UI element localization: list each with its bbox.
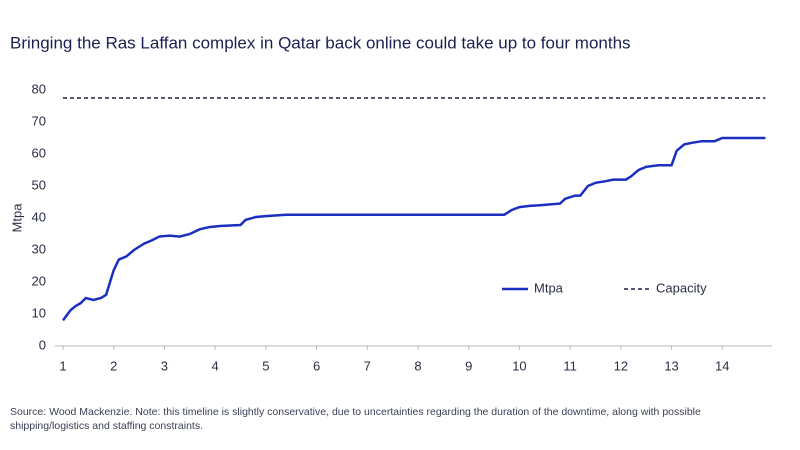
x-tick-label: 11 <box>563 358 577 373</box>
y-tick-label: 60 <box>32 145 46 160</box>
y-tick-label: 30 <box>32 241 46 256</box>
y-axis-label: Mtpa <box>9 203 24 233</box>
y-tick-label: 50 <box>32 177 46 192</box>
x-tick-label: 14 <box>715 358 729 373</box>
x-tick-label: 12 <box>614 358 628 373</box>
x-tick-label: 8 <box>414 358 421 373</box>
y-tick-label: 40 <box>32 209 46 224</box>
x-tick-label: 10 <box>512 358 526 373</box>
y-tick-label: 10 <box>32 305 46 320</box>
x-tick-label: 4 <box>212 358 219 373</box>
legend-label: Mtpa <box>534 280 564 295</box>
x-tick-label: 13 <box>664 358 678 373</box>
x-tick-label: 3 <box>161 358 168 373</box>
y-tick-label: 70 <box>32 113 46 128</box>
source: Source: Wood Mackenzie. Note: this timel… <box>10 406 701 418</box>
legend-label: Capacity <box>656 280 707 295</box>
y-tick-label: 80 <box>32 81 46 96</box>
y-tick-label: 20 <box>32 273 46 288</box>
x-tick-label: 1 <box>59 358 66 373</box>
x-tick-label: 6 <box>313 358 320 373</box>
x-tick-label: 9 <box>465 358 472 373</box>
chart-title: Bringing the Ras Laffan complex in Qatar… <box>10 33 631 52</box>
x-tick-label: 2 <box>110 358 117 373</box>
x-tick-label: 7 <box>364 358 371 373</box>
line-series <box>61 136 766 322</box>
y-tick-label: 0 <box>39 337 46 352</box>
source: shipping/logistics and staffing constrai… <box>10 420 203 432</box>
x-tick-label: 5 <box>262 358 269 373</box>
